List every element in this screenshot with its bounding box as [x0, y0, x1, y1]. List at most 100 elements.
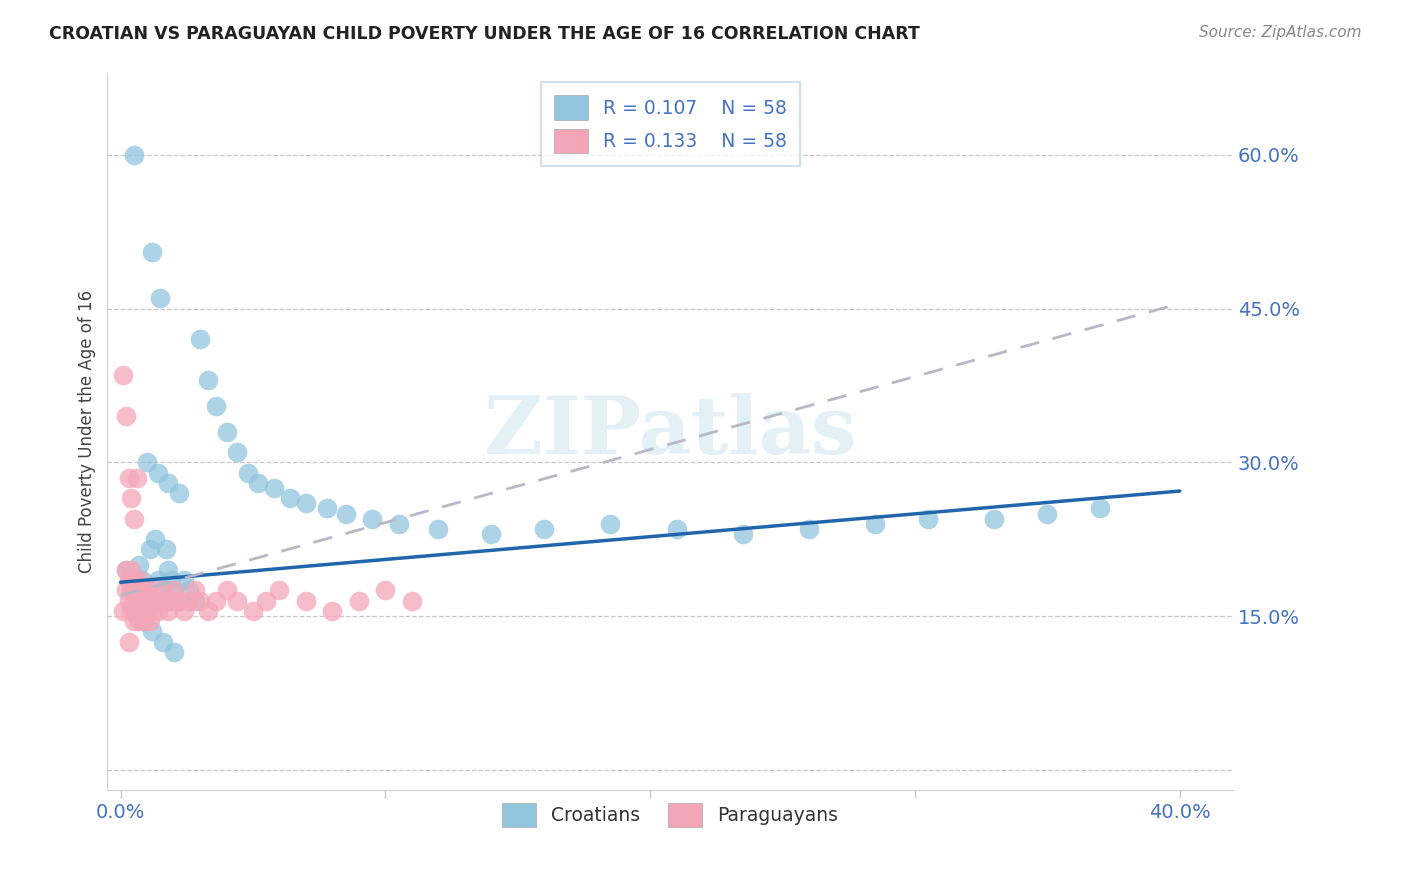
- Point: [263, 481, 285, 495]
- Point: [134, 593, 156, 607]
- Point: [120, 604, 142, 618]
- Point: [146, 466, 169, 480]
- Point: [131, 573, 153, 587]
- Point: [136, 583, 159, 598]
- Y-axis label: Child Poverty Under the Age of 16: Child Poverty Under the Age of 16: [79, 290, 96, 574]
- Point: [122, 573, 145, 587]
- Point: [157, 563, 180, 577]
- Point: [184, 583, 207, 598]
- Point: [139, 614, 162, 628]
- Point: [131, 583, 153, 598]
- Point: [167, 593, 190, 607]
- Point: [115, 563, 138, 577]
- Point: [197, 604, 219, 618]
- Point: [335, 507, 357, 521]
- Text: ZIPatlas: ZIPatlas: [484, 392, 856, 471]
- Point: [167, 486, 190, 500]
- Point: [115, 583, 138, 598]
- Point: [141, 583, 163, 598]
- Point: [134, 614, 156, 628]
- Point: [179, 583, 201, 598]
- Point: [122, 593, 145, 607]
- Point: [152, 583, 174, 598]
- Point: [155, 542, 177, 557]
- Point: [295, 496, 318, 510]
- Point: [143, 593, 166, 607]
- Point: [479, 527, 502, 541]
- Point: [117, 573, 139, 587]
- Point: [139, 593, 162, 607]
- Point: [120, 563, 142, 577]
- Point: [128, 573, 150, 587]
- Point: [236, 466, 259, 480]
- Point: [215, 583, 238, 598]
- Point: [162, 583, 184, 598]
- Point: [112, 368, 135, 383]
- Text: CROATIAN VS PARAGUAYAN CHILD POVERTY UNDER THE AGE OF 16 CORRELATION CHART: CROATIAN VS PARAGUAYAN CHILD POVERTY UND…: [49, 25, 920, 43]
- Point: [401, 593, 423, 607]
- Point: [278, 491, 301, 506]
- Point: [128, 614, 150, 628]
- Point: [143, 532, 166, 546]
- Point: [115, 409, 138, 424]
- Point: [128, 558, 150, 572]
- Point: [242, 604, 264, 618]
- Point: [149, 292, 172, 306]
- Point: [316, 501, 339, 516]
- Point: [179, 593, 201, 607]
- Point: [321, 604, 343, 618]
- Point: [599, 516, 621, 531]
- Point: [347, 593, 370, 607]
- Point: [117, 573, 139, 587]
- Point: [122, 148, 145, 162]
- Point: [120, 583, 142, 598]
- Point: [125, 583, 148, 598]
- Point: [295, 593, 318, 607]
- Point: [247, 475, 270, 490]
- Point: [152, 634, 174, 648]
- Point: [134, 583, 156, 598]
- Point: [125, 471, 148, 485]
- Point: [117, 471, 139, 485]
- Point: [117, 634, 139, 648]
- Point: [533, 522, 555, 536]
- Point: [865, 516, 887, 531]
- Point: [128, 593, 150, 607]
- Legend: Croatians, Paraguayans: Croatians, Paraguayans: [495, 796, 845, 835]
- Point: [131, 614, 153, 628]
- Point: [173, 604, 195, 618]
- Point: [125, 604, 148, 618]
- Point: [131, 604, 153, 618]
- Point: [215, 425, 238, 439]
- Point: [1036, 507, 1059, 521]
- Text: Source: ZipAtlas.com: Source: ZipAtlas.com: [1198, 25, 1361, 40]
- Point: [797, 522, 820, 536]
- Point: [184, 593, 207, 607]
- Point: [254, 593, 277, 607]
- Point: [205, 593, 228, 607]
- Point: [152, 583, 174, 598]
- Point: [167, 593, 190, 607]
- Point: [427, 522, 450, 536]
- Point: [120, 491, 142, 506]
- Point: [160, 593, 183, 607]
- Point: [149, 593, 172, 607]
- Point: [162, 583, 184, 598]
- Point: [197, 373, 219, 387]
- Point: [141, 604, 163, 618]
- Point: [983, 512, 1005, 526]
- Point: [205, 399, 228, 413]
- Point: [141, 245, 163, 260]
- Point: [122, 512, 145, 526]
- Point: [731, 527, 754, 541]
- Point: [162, 645, 184, 659]
- Point: [188, 593, 211, 607]
- Point: [388, 516, 411, 531]
- Point: [141, 624, 163, 639]
- Point: [917, 512, 939, 526]
- Point: [226, 445, 249, 459]
- Point: [374, 583, 396, 598]
- Point: [117, 593, 139, 607]
- Point: [112, 604, 135, 618]
- Point: [173, 573, 195, 587]
